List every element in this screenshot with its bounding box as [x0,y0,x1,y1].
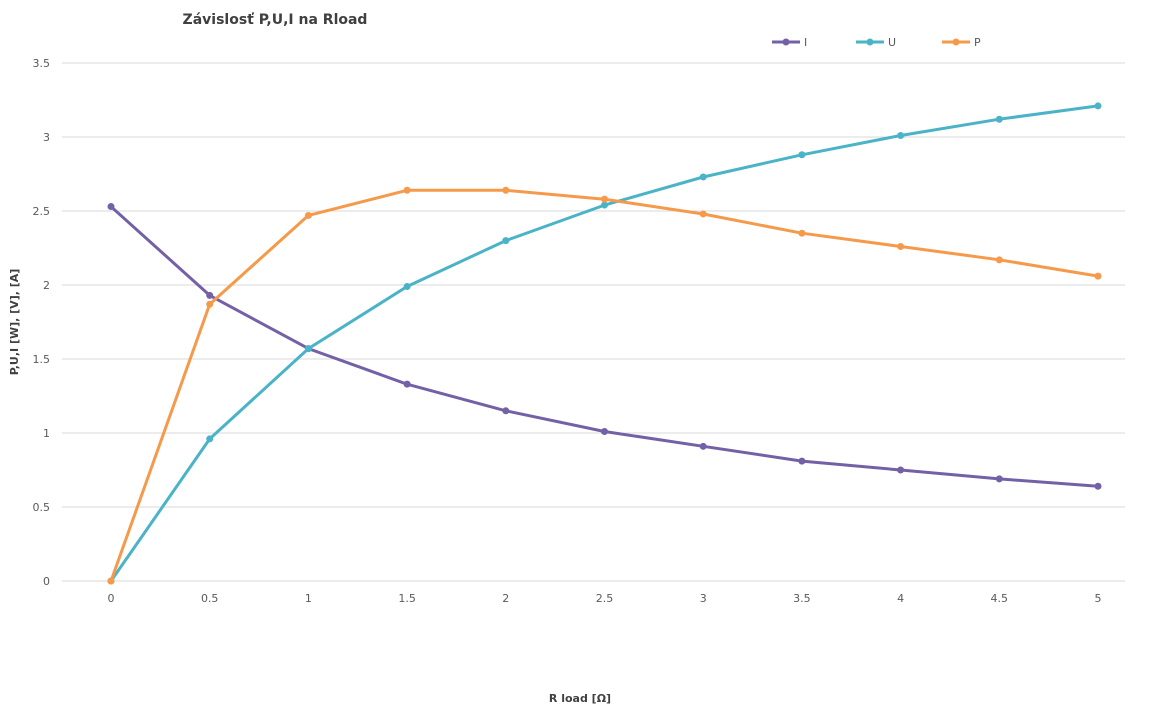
legend-swatch-marker [866,38,874,46]
x-tick-label: 5 [1095,592,1102,605]
legend-label: I [804,36,807,49]
data-point [403,282,411,290]
data-point [502,237,510,245]
data-point [995,256,1003,264]
data-point [897,132,905,140]
data-point [304,211,312,219]
data-point [206,291,214,299]
data-point [304,345,312,353]
legend-item-p: P [942,36,981,49]
data-point [502,186,510,194]
data-point [897,466,905,474]
legend-label: P [974,36,981,49]
series-p [107,186,1102,585]
series-line [109,188,1100,583]
x-tick-label: 3.5 [793,592,811,605]
data-point [897,243,905,251]
series-i [107,203,1102,490]
x-tick-label: 2.5 [596,592,614,605]
y-tick-label: 1 [43,427,50,440]
x-axis-title: R load [Ω] [549,692,611,705]
data-point [1094,482,1102,490]
x-tick-label: 3 [700,592,707,605]
y-axis-ticks: 0 0.5 1 1.5 2 2.5 3 3.5 [33,57,51,588]
legend-label: U [888,36,896,49]
data-point [798,229,806,237]
y-tick-label: 2 [43,279,50,292]
data-point [601,195,608,203]
y-tick-label: 1.5 [33,353,51,366]
series-lines [107,102,1102,585]
x-tick-label: 1 [305,592,312,605]
x-tick-label: 1.5 [398,592,416,605]
data-point [403,380,411,388]
y-tick-label: 0.5 [33,501,51,514]
y-tick-label: 3.5 [33,57,51,70]
data-point [403,186,411,194]
data-point [206,435,214,443]
x-tick-label: 2 [502,592,509,605]
data-point [699,173,707,181]
x-tick-label: 4 [897,592,904,605]
legend-item-u: U [856,36,896,49]
legend-swatch-marker [952,38,960,46]
data-point [699,442,707,450]
data-point [206,300,214,308]
data-point [502,407,510,415]
data-point [107,203,115,211]
data-point [798,457,806,465]
data-point [601,428,608,436]
y-tick-label: 3 [43,131,50,144]
data-point [1094,102,1102,110]
gridlines [62,62,1125,582]
y-axis-title: P,U,I [W], [V], [A] [8,269,21,376]
data-point [107,577,115,585]
x-tick-label: 0.5 [201,592,219,605]
data-point [995,475,1003,483]
series-line [109,104,1100,583]
data-point [601,201,608,209]
series-line [109,205,1100,488]
x-axis-ticks: 0 0.5 1 1.5 2 2.5 3 3.5 4 4.5 5 [108,592,1102,605]
x-tick-label: 4.5 [991,592,1009,605]
data-point [798,151,806,159]
data-point [995,115,1003,123]
y-tick-label: 0 [43,575,50,588]
chart-title: Závislosť P,U,I na Rload [183,12,368,28]
x-tick-label: 0 [108,592,115,605]
series-u [107,102,1102,585]
data-point [699,210,707,218]
legend-swatch-marker [782,38,790,46]
data-point [1094,272,1102,280]
y-tick-label: 2.5 [33,205,51,218]
legend-item-i: I [772,36,807,49]
